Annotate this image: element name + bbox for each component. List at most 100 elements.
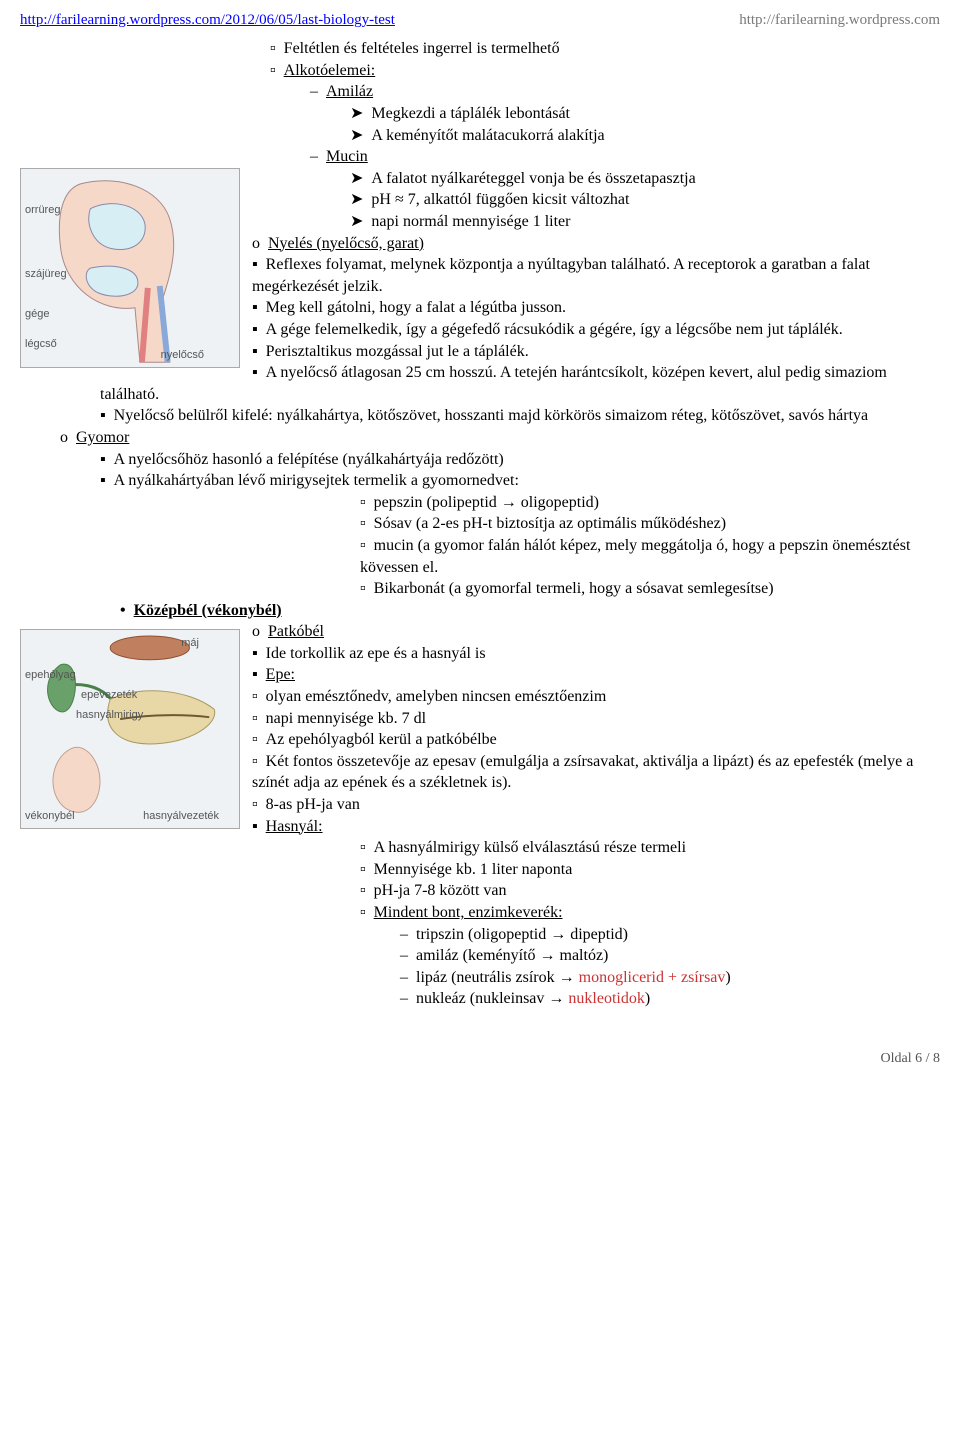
list: Amiláz [310,81,940,103]
list-item: olyan emésztőnedv, amelyben nincsen emés… [140,686,940,708]
text: Epe: [266,666,295,683]
text: Alkotóelemei: [284,62,376,79]
text: ) [725,969,730,986]
text: A keményítőt malátacukorrá alakítja [371,127,604,144]
text: Gyomor [76,429,129,446]
header: http://farilearning.wordpress.com/2012/0… [20,10,940,30]
page-content: orrüreg szájüreg gége légcső nyelőcső Fe… [20,38,940,1010]
img-label: légcső [25,337,57,352]
list-item: amiláz (keményítő → maltóz) [400,945,940,967]
list-item: A nyelőcsőhöz hasonló a felépítése (nyál… [100,449,940,471]
text: Perisztaltikus mozgással jut le a táplál… [266,343,529,360]
list-item: pH ≈ 7, alkattól függően kicsit változha… [350,189,940,211]
list-item: napi normál mennyisége 1 liter [350,211,940,233]
text: Nyelés (nyelőcső, garat) [268,235,424,252]
anatomy-image-throat: orrüreg szájüreg gége légcső nyelőcső [20,168,240,368]
page-footer: Oldal 6 / 8 [20,1050,940,1069]
text: nukleotidok [568,990,644,1007]
list-item: Alkotóelemei: [270,60,940,82]
text: napi normál mennyisége 1 liter [371,213,570,230]
text: Amiláz [326,83,373,100]
text: A hasnyálmirigy külső elválasztású része… [374,839,686,856]
list: Gyomor [60,427,940,449]
list: tripszin (oligopeptid → dipeptid) amiláz… [400,924,940,1010]
text: nukleáz (nukleinsav → [416,990,568,1007]
list: olyan emésztőnedv, amelyben nincsen emés… [140,686,940,816]
text: 8-as pH-ja van [266,796,360,813]
list-item: A falatot nyálkaréteggel vonja be és öss… [350,168,940,190]
list-item: Mennyisége kb. 1 liter naponta [360,859,940,881]
list-item: A nyelőcső átlagosan 25 cm hosszú. A tet… [100,362,940,405]
img-label: epevezeték [81,688,137,703]
header-right-url[interactable]: http://farilearning.wordpress.com [739,10,940,30]
text: A gége felemelkedik, így a gégefedő rács… [266,321,843,338]
text: Patkóbél [268,623,324,640]
list-item: Sósav (a 2-es pH-t biztosítja az optimál… [360,513,940,535]
text: A nyelőcsőhöz hasonló a felépítése (nyál… [114,451,504,468]
list-item: A nyálkahártyában lévő mirigysejtek term… [100,470,940,492]
text: pepszin (polipeptid → oligopeptid) [374,494,599,511]
list-item: pH-ja 7-8 között van [360,880,940,902]
list: A nyelőcsőhöz hasonló a felépítése (nyál… [100,449,940,492]
text: Nyelőcső belülről kifelé: nyálkahártya, … [114,407,868,424]
list-item: Bikarbonát (a gyomorfal termeli, hogy a … [360,578,940,600]
list-item: 8-as pH-ja van [140,794,940,816]
list: Feltétlen és feltételes ingerrel is term… [270,38,940,81]
list-item: napi mennyisége kb. 7 dl [140,708,940,730]
anatomy-image-pancreas: máj epehólyag epevezeték hasnyálmirigy v… [20,629,240,829]
text: Mindent bont, enzimkeverék: [374,904,563,921]
text: A nyelőcső átlagosan 25 cm hosszú. A tet… [100,364,887,403]
text: Feltétlen és feltételes ingerrel is term… [284,40,560,57]
list-item: tripszin (oligopeptid → dipeptid) [400,924,940,946]
text: Az epehólyagból kerül a patkóbélbe [266,731,497,748]
list-item: Nyelőcső belülről kifelé: nyálkahártya, … [100,405,940,427]
pancreas-diagram-svg [21,630,239,828]
text: Két fontos összetevője az epesav (emulgá… [252,753,913,792]
text: mucin (a gyomor falán hálót képez, mely … [360,537,910,576]
text: pH-ja 7-8 között van [374,882,507,899]
text: amiláz (keményítő → maltóz) [416,947,608,964]
list: Mucin [310,146,940,168]
list-item: Mindent bont, enzimkeverék: [360,902,940,924]
list: Megkezdi a táplálék lebontását A keményí… [350,103,940,146]
text: Mucin [326,148,368,165]
text: Bikarbonát (a gyomorfal termeli, hogy a … [374,580,774,597]
header-left-url[interactable]: http://farilearning.wordpress.com/2012/0… [20,10,395,30]
text: A nyálkahártyában lévő mirigysejtek term… [114,472,519,489]
img-label: gége [25,307,49,322]
img-label: szájüreg [25,267,67,282]
list-item: pepszin (polipeptid → oligopeptid) [360,492,940,514]
list-item: Mucin [310,146,940,168]
text: Reflexes folyamat, melynek központja a n… [252,256,870,295]
text: Ide torkollik az epe és a hasnyál is [266,645,486,662]
list-item: A hasnyálmirigy külső elválasztású része… [360,837,940,859]
text: Hasnyál: [266,818,323,835]
list-item: Gyomor [60,427,940,449]
list-item: lipáz (neutrális zsírok → monoglicerid +… [400,967,940,989]
list: A hasnyálmirigy külső elválasztású része… [360,837,940,923]
list-item: Két fontos összetevője az epesav (emulgá… [140,751,940,794]
list: A falatot nyálkaréteggel vonja be és öss… [350,168,940,233]
img-label: orrüreg [25,203,60,218]
list-item: mucin (a gyomor falán hálót képez, mely … [360,535,940,578]
text: lipáz (neutrális zsírok → [416,969,579,986]
text: Megkezdi a táplálék lebontását [371,105,570,122]
list-item: A keményítőt malátacukorrá alakítja [350,125,940,147]
list: Középbél (vékonybél) [120,600,940,622]
text: Meg kell gátolni, hogy a falat a légútba… [266,299,566,316]
img-label: hasnyálmirigy [76,708,143,723]
list-item: Feltétlen és feltételes ingerrel is term… [270,38,940,60]
list-item: nukleáz (nukleinsav → nukleotidok) [400,988,940,1010]
text: Mennyisége kb. 1 liter naponta [374,861,573,878]
list-item: Az epehólyagból kerül a patkóbélbe [140,729,940,751]
img-label: máj [181,636,199,651]
img-label: hasnyálvezeték [143,809,219,824]
img-label: epehólyag [25,668,76,683]
text: napi mennyisége kb. 7 dl [266,710,426,727]
text: monoglicerid + zsírsav [579,969,726,986]
list-item: Megkezdi a táplálék lebontását [350,103,940,125]
page-number: Oldal 6 / 8 [881,1051,941,1066]
text: tripszin (oligopeptid → dipeptid) [416,926,628,943]
text: Középbél (vékonybél) [134,602,282,619]
text: ) [645,990,650,1007]
